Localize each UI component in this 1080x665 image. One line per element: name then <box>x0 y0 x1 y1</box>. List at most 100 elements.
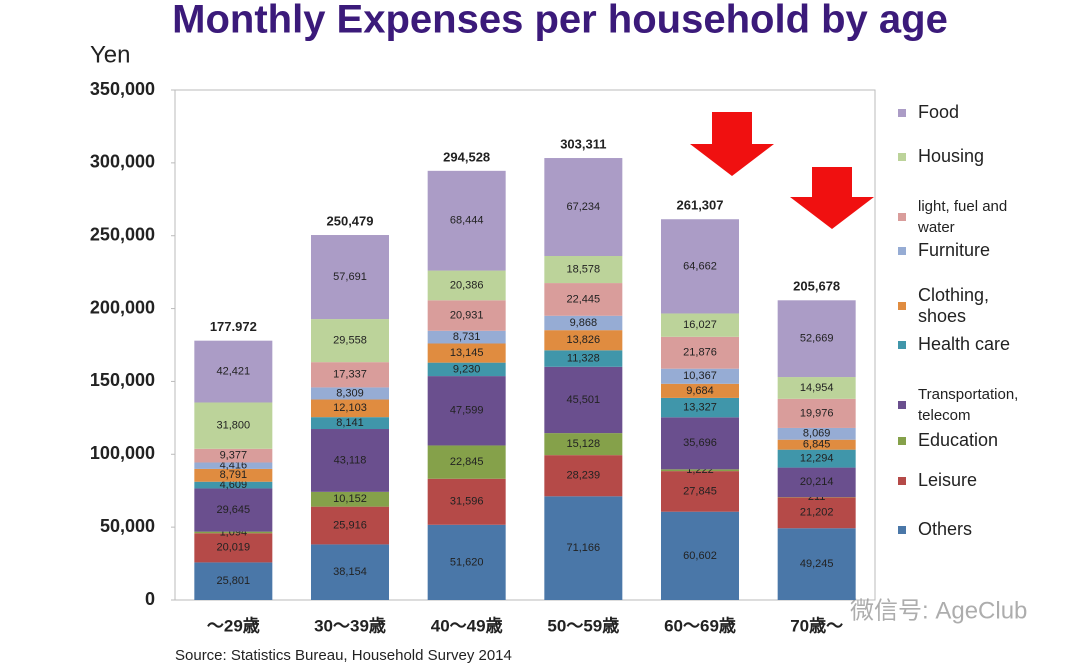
bar-segment <box>661 469 739 472</box>
data-label: 31,800 <box>217 420 251 432</box>
bar-segment <box>544 283 623 316</box>
plot-frame <box>174 89 876 601</box>
bar-segment <box>427 478 506 525</box>
legend-item: Clothing, shoes <box>898 285 1058 327</box>
data-label: 20,931 <box>450 309 484 321</box>
bar-segment <box>311 544 389 600</box>
data-label: 27,845 <box>683 485 717 497</box>
total-label: 294,528 <box>443 149 490 164</box>
data-label: 8,141 <box>336 417 364 429</box>
data-label: 68,444 <box>450 215 484 227</box>
source: Source: Statistics Bureau, Household Sur… <box>175 647 512 664</box>
data-label: 42,421 <box>217 365 251 377</box>
bar-segment <box>427 343 506 363</box>
data-label: 25,916 <box>333 519 367 531</box>
bar-segment <box>777 427 856 440</box>
bar-segment <box>427 300 506 331</box>
bar-segment <box>544 255 623 284</box>
bar-segment <box>427 330 506 344</box>
legend-swatch <box>898 246 906 255</box>
data-label: 9,230 <box>453 363 481 375</box>
bar-segment <box>661 313 739 337</box>
legend-item: Housing <box>898 146 1058 167</box>
arrow <box>690 112 774 176</box>
data-label: 43,118 <box>334 454 367 466</box>
bar-segment <box>544 433 623 456</box>
x-tick-label: 30～39歳 <box>314 615 386 635</box>
bar-segment <box>311 399 389 418</box>
data-label: 8,791 <box>220 469 248 481</box>
y-tick-label: 350,000 <box>90 79 155 99</box>
bar-segment <box>311 387 389 400</box>
data-label: 57,691 <box>333 271 367 283</box>
legend-label: Clothing, shoes <box>918 285 990 326</box>
x-tick-label: 40～49歳 <box>431 615 503 635</box>
data-label: 13,826 <box>567 334 601 346</box>
bar-segment <box>544 350 623 367</box>
total-label: 205,678 <box>793 279 840 294</box>
bar-segment <box>544 330 623 351</box>
bar-segment <box>777 467 856 498</box>
bar-segment <box>544 496 623 600</box>
bar-segment <box>311 417 389 430</box>
legend-swatch <box>898 525 906 534</box>
legend-swatch <box>898 302 906 310</box>
y-tick-label: 0 <box>145 589 155 609</box>
bar-segment <box>777 528 856 600</box>
watermark: 微信号: AgeClub <box>850 597 1027 624</box>
data-label: 47,599 <box>450 405 484 417</box>
y-tick-label: 300,000 <box>90 152 155 172</box>
bar-segment <box>661 383 739 398</box>
data-label: 4,416 <box>220 460 248 472</box>
data-label: 10,367 <box>683 370 717 382</box>
bar-segment <box>661 397 739 418</box>
bar-segment <box>194 402 273 449</box>
data-label: 20,019 <box>217 542 251 554</box>
data-label: 17,337 <box>333 369 367 381</box>
bar-segment <box>777 300 856 378</box>
legend-label: Education <box>918 430 999 450</box>
data-label: 20,214 <box>800 476 834 488</box>
data-label: 4,609 <box>220 479 248 491</box>
data-label: 20,386 <box>450 279 484 291</box>
data-label: 22,845 <box>450 456 484 468</box>
bar-segment <box>777 377 856 399</box>
data-label: 19,976 <box>800 407 834 419</box>
legend-item: Education <box>898 430 1058 451</box>
legend-item: Others <box>898 519 1058 540</box>
x-tick-label: 50～59歳 <box>547 615 619 635</box>
data-label: 8,731 <box>453 331 481 343</box>
data-label: 9,684 <box>686 385 714 397</box>
data-label: 18,578 <box>567 263 601 275</box>
data-label: 52,669 <box>800 333 834 345</box>
legend-label: light, fuel and water <box>918 198 1008 236</box>
legend-label: Furniture <box>918 240 991 260</box>
bar-segment <box>777 398 856 428</box>
bar-segment <box>544 455 623 497</box>
data-label: 15,128 <box>567 438 601 450</box>
data-label: 31,596 <box>450 496 484 508</box>
bar-segment <box>311 429 389 492</box>
bar-segment <box>311 362 389 388</box>
y-tick-label: 150,000 <box>90 370 155 390</box>
total-label: 177.972 <box>210 319 257 334</box>
data-label: 12,294 <box>800 453 834 465</box>
data-label: 14,954 <box>800 382 834 394</box>
data-label: 13,145 <box>450 347 484 359</box>
data-label: 45,501 <box>567 394 601 406</box>
legend-item: light, fuel and water <box>898 196 1058 238</box>
bar-segment <box>194 481 273 489</box>
bar-segment <box>661 471 739 512</box>
legend-label: Leisure <box>918 470 978 490</box>
bar-segment <box>427 270 506 301</box>
legend-item: Food <box>898 102 1058 123</box>
x-tick-label: ～29歳 <box>207 615 260 635</box>
bar-segment <box>661 336 739 369</box>
data-label: 29,558 <box>333 335 367 347</box>
chart-title: Monthly Expenses per household by age <box>172 0 948 42</box>
bar-segment <box>544 315 623 331</box>
arrow <box>790 167 874 229</box>
data-label: 64,662 <box>683 260 717 272</box>
legend-item: Furniture <box>898 240 1058 261</box>
